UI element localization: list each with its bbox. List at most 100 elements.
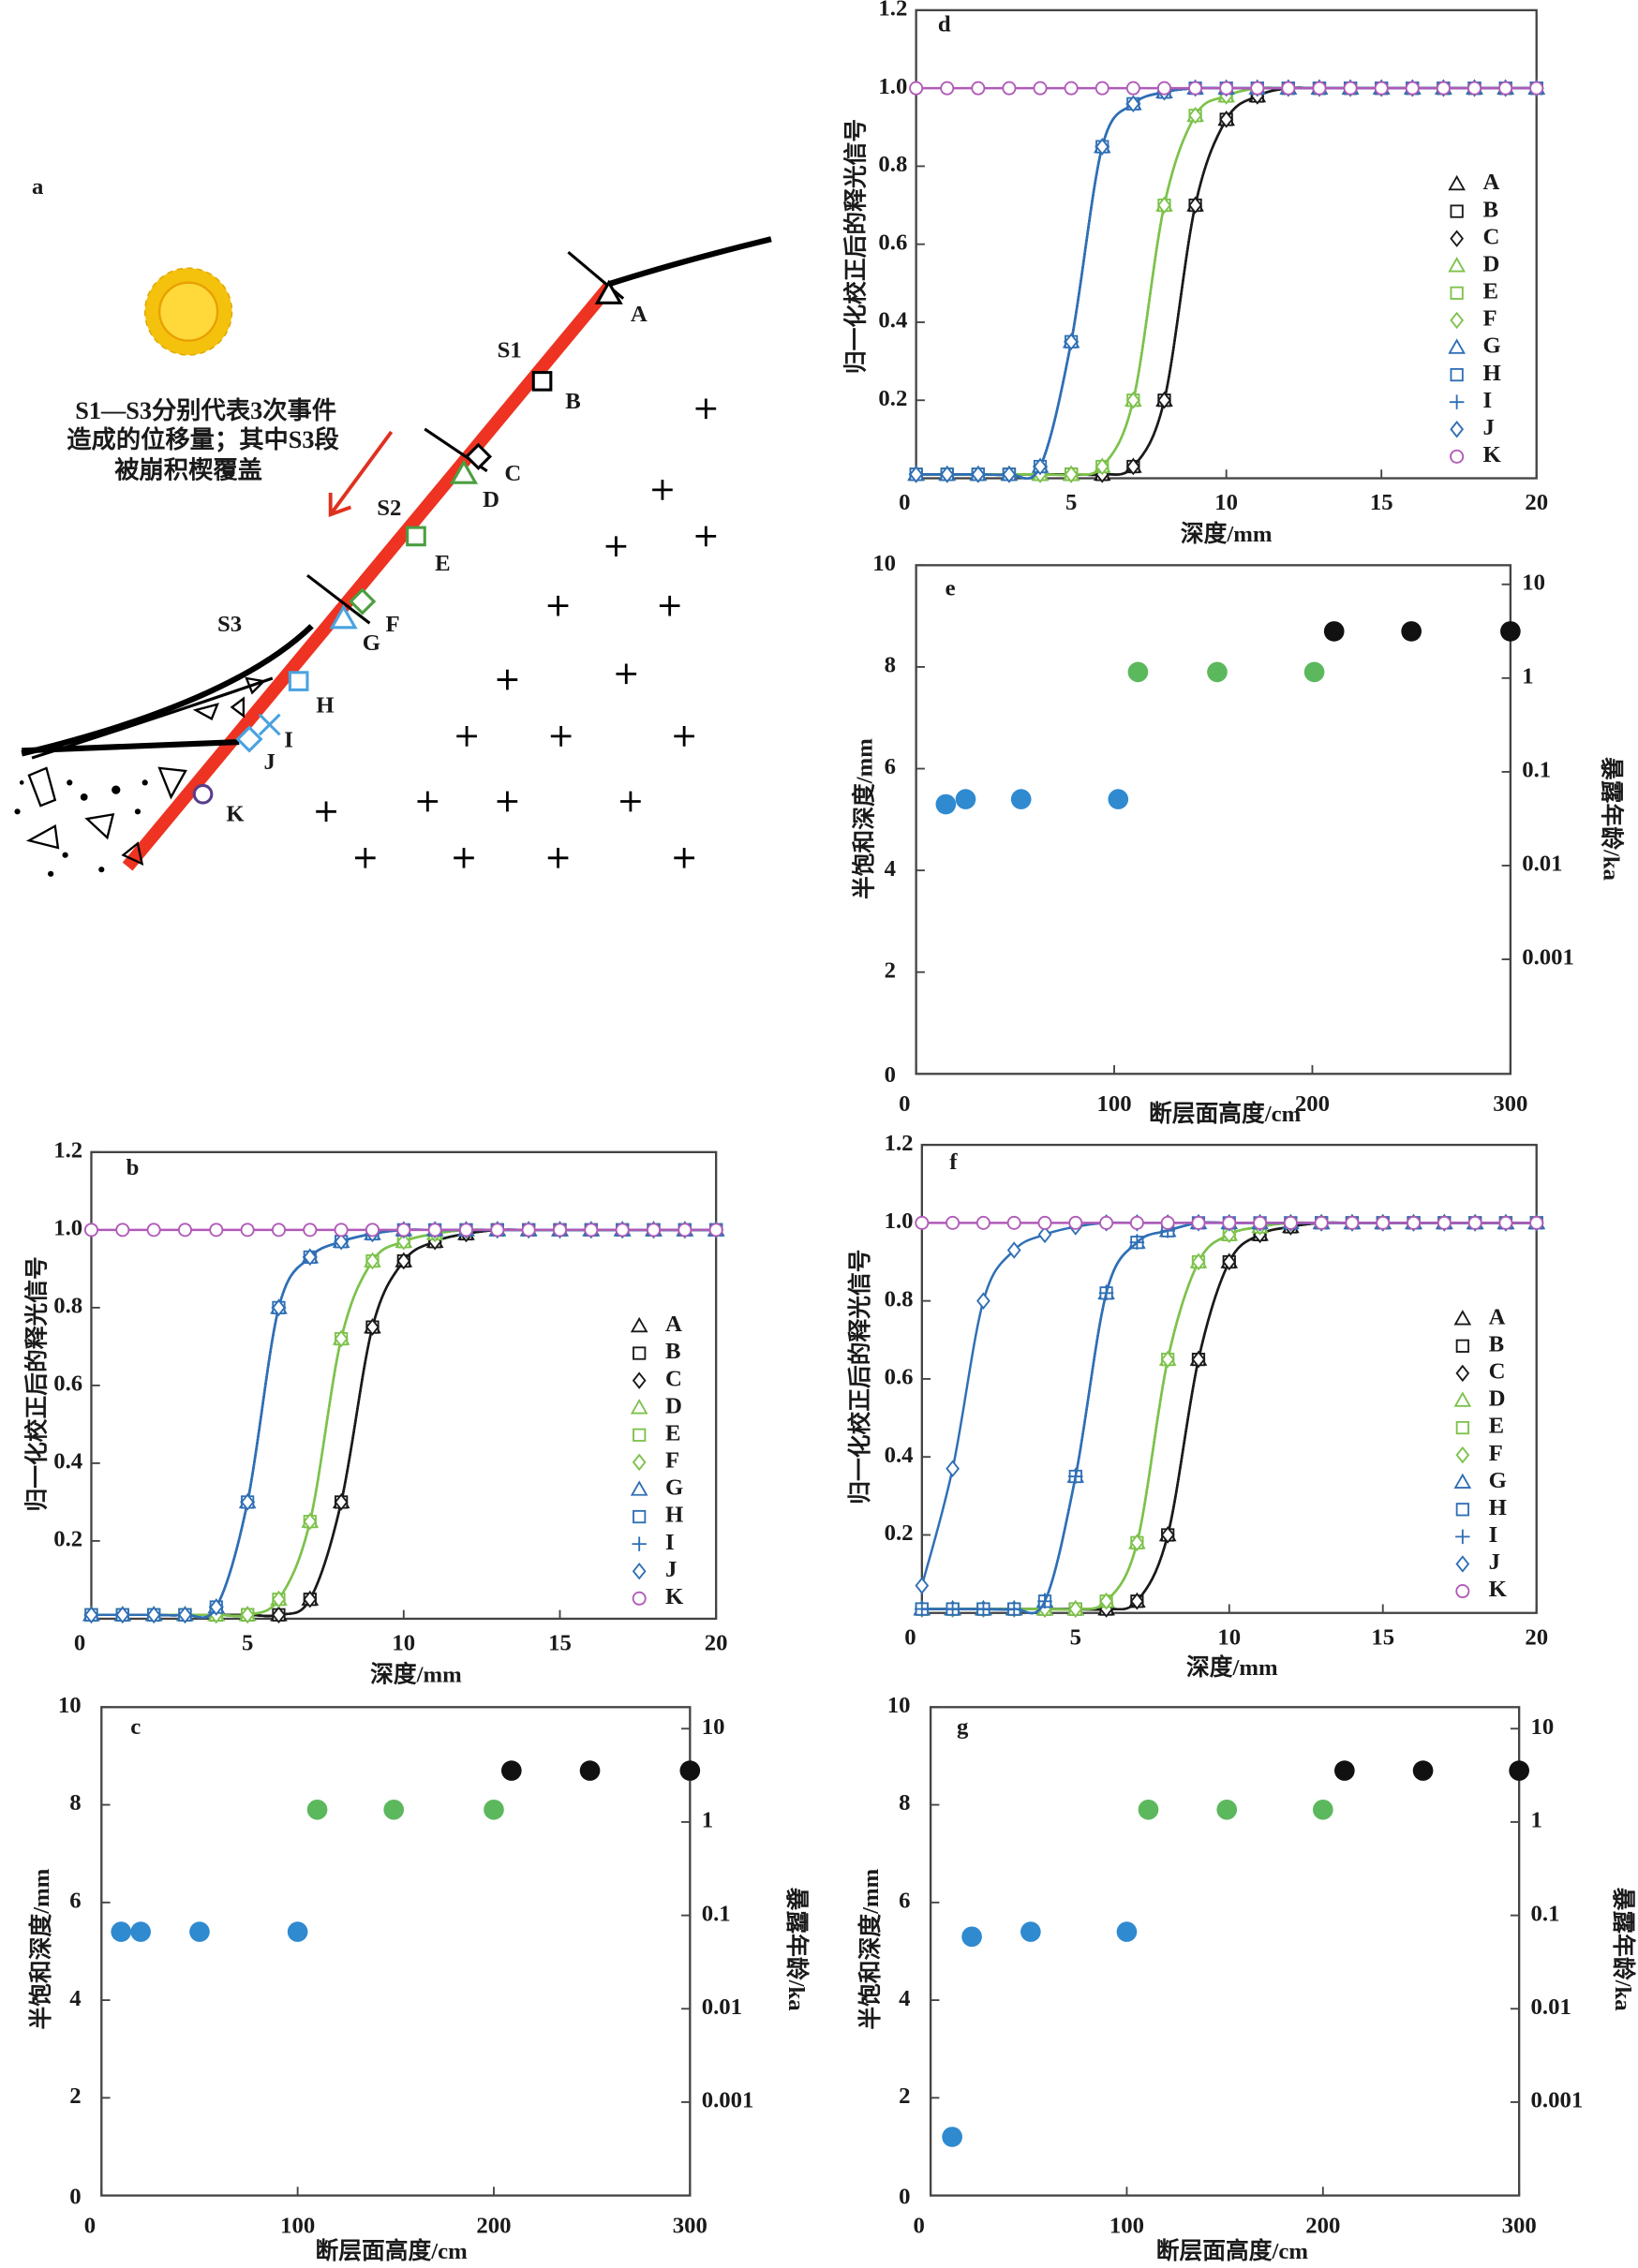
dot xyxy=(62,852,68,858)
sample-marker xyxy=(531,371,553,392)
chart-panel: d 深度/mm 归一化校正后的释光信号 0 5 10 15 20 0.2 0.4 0.6 0.8 1.0… xyxy=(841,0,1548,547)
scatter-point xyxy=(1412,1760,1434,1781)
point-label: D xyxy=(483,487,499,512)
y-tick-label: 10 xyxy=(58,1693,82,1718)
legend-label: H xyxy=(1489,1495,1507,1520)
y-tick-label: 2 xyxy=(885,957,896,983)
marker xyxy=(396,1223,411,1238)
series-line xyxy=(916,86,1537,480)
x-tick-label: 20 xyxy=(1525,490,1548,515)
marker xyxy=(1037,1225,1052,1244)
series-line xyxy=(921,1221,1537,1611)
legend-label: C xyxy=(1489,1359,1506,1385)
marker xyxy=(584,1223,599,1238)
plot-frame xyxy=(915,564,1512,1075)
scatter-point xyxy=(942,2127,962,2147)
legend-label: E xyxy=(1482,279,1498,304)
sample-marker xyxy=(288,671,309,691)
y-tick-label: 6 xyxy=(899,1889,910,1914)
x-tick-label: 0 xyxy=(899,490,910,515)
series-line xyxy=(916,86,1537,477)
marker xyxy=(1125,95,1140,113)
sample-marker xyxy=(235,725,263,753)
marker xyxy=(1191,1215,1206,1230)
note-line: S1—S3分别代表3次事件 xyxy=(75,397,336,424)
series-line xyxy=(921,1221,1537,1611)
series-line xyxy=(91,1228,717,1619)
y2-axis-title: 暴露年龄/ka xyxy=(1598,757,1625,881)
y2-axis-title: 暴露年龄/ka xyxy=(783,1888,811,2011)
y-tick-label: 1.2 xyxy=(885,1131,914,1156)
sun xyxy=(143,267,233,356)
dot xyxy=(67,779,73,786)
legend-marker xyxy=(1450,367,1464,382)
dot xyxy=(134,808,141,815)
marker xyxy=(945,1601,960,1617)
y-tick-label: 0.8 xyxy=(53,1294,82,1319)
scatter-point xyxy=(500,1760,522,1781)
legend-marker xyxy=(630,1399,648,1415)
y-tick-label: 10 xyxy=(872,551,896,576)
marker xyxy=(940,466,955,483)
scatter-point xyxy=(1216,1799,1238,1820)
marker xyxy=(334,1329,349,1348)
legend-label: D xyxy=(1489,1386,1506,1412)
scatter-point xyxy=(579,1760,601,1781)
marker xyxy=(1376,1215,1391,1230)
legend-marker xyxy=(1455,1503,1469,1517)
y-tick-label: 1.2 xyxy=(878,0,907,22)
legend-marker xyxy=(632,1371,647,1389)
series-line xyxy=(91,1228,717,1619)
y-tick-label: 2 xyxy=(69,2083,81,2109)
marker xyxy=(240,1493,255,1511)
legend-label: I xyxy=(1489,1522,1498,1548)
y-tick-label: 0.8 xyxy=(885,1286,914,1312)
series-line xyxy=(916,86,1537,477)
legend-marker xyxy=(1455,1420,1469,1435)
scatter-point xyxy=(961,1926,982,1948)
x-axis-title: 深度/mm xyxy=(1181,520,1273,547)
marker xyxy=(615,1223,630,1238)
marker xyxy=(334,1493,349,1511)
marker xyxy=(115,1223,130,1238)
marker xyxy=(146,1606,161,1624)
marker xyxy=(1160,1526,1175,1544)
marker xyxy=(521,1223,536,1238)
marker xyxy=(1129,1215,1144,1230)
y2-tick-label: 10 xyxy=(1522,570,1545,595)
marker xyxy=(1068,1600,1083,1618)
legend-marker xyxy=(633,1428,647,1442)
marker xyxy=(1033,81,1048,96)
y-tick-label: 4 xyxy=(69,1986,81,2011)
marker xyxy=(1006,1601,1021,1617)
y-tick-label: 8 xyxy=(899,1790,910,1816)
legend-marker xyxy=(633,1509,647,1524)
scatter-point xyxy=(1334,1760,1355,1781)
panel-label: b xyxy=(127,1155,140,1180)
x-tick-label: 10 xyxy=(1214,490,1238,515)
legend-marker xyxy=(1453,1473,1472,1489)
marker xyxy=(1312,81,1327,96)
point-label: C xyxy=(504,461,521,486)
x-tick-label: 15 xyxy=(1370,490,1393,515)
x-axis-title: 断层面高度/cm xyxy=(1149,1100,1302,1127)
y-tick-label: 8 xyxy=(69,1790,81,1816)
legend-label: C xyxy=(1482,224,1499,249)
panel-label: f xyxy=(949,1149,958,1175)
legend-marker xyxy=(1450,421,1465,438)
marker xyxy=(1188,107,1202,125)
marker xyxy=(915,1601,930,1617)
x-tick-label: 200 xyxy=(476,2213,511,2238)
marker xyxy=(334,1223,349,1238)
marker xyxy=(365,1318,380,1336)
series-line xyxy=(91,1228,717,1618)
y-tick-label: 0.2 xyxy=(878,386,907,411)
marker xyxy=(1407,1215,1422,1230)
series-line xyxy=(921,1221,1537,1615)
surface-line xyxy=(607,236,772,288)
series-line xyxy=(921,1221,1537,1611)
marker xyxy=(334,1233,349,1251)
y-tick-label: 2 xyxy=(899,2083,910,2109)
